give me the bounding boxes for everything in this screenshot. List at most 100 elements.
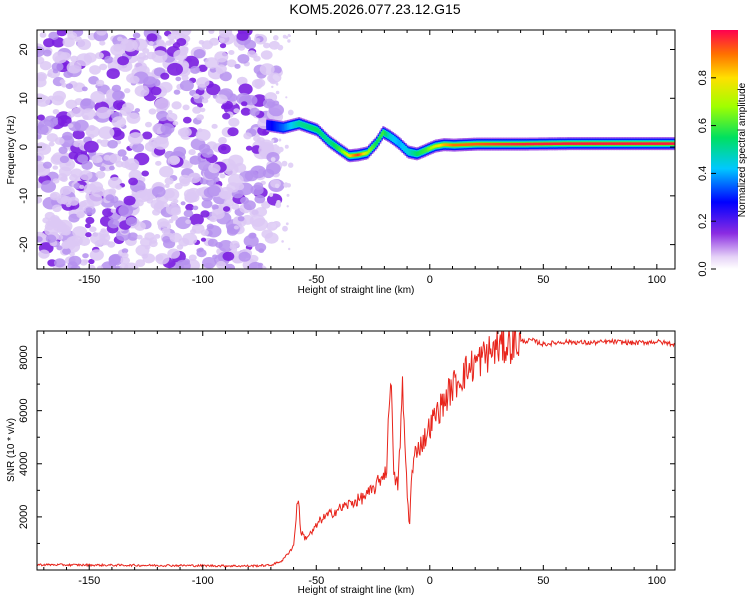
trace-segment: [337, 146, 340, 151]
noise-blob: [101, 261, 117, 269]
trace-segment: [460, 143, 463, 146]
trace-segment: [436, 144, 439, 147]
noise-blob: [285, 222, 289, 226]
trace-segment: [538, 142, 541, 146]
noise-blob: [45, 234, 57, 243]
noise-blob: [88, 258, 95, 265]
trace-segment: [620, 142, 623, 145]
trace-segment: [352, 154, 355, 157]
noise-blob: [37, 142, 47, 151]
colorbar-tick-label: 0.8: [697, 70, 709, 85]
noise-blob: [109, 153, 122, 164]
snr-line: [37, 331, 675, 568]
noise-blob: [167, 155, 180, 166]
noise-blob: [142, 131, 153, 140]
trace-segment: [267, 123, 271, 128]
noise-blob: [56, 30, 67, 37]
noise-blob: [95, 79, 105, 87]
noise-blob: [192, 106, 202, 114]
trace-segment: [585, 142, 588, 145]
trace-segment: [542, 142, 546, 146]
trace-segment: [549, 142, 552, 146]
noise-blob: [148, 108, 157, 115]
trace-segment: [417, 151, 420, 156]
noise-blob: [223, 198, 235, 207]
noise-blob: [218, 31, 235, 45]
noise-blob: [187, 172, 201, 184]
noise-blob: [247, 50, 256, 58]
trace-segment: [366, 151, 369, 154]
noise-blob: [77, 39, 92, 50]
noise-blob: [201, 148, 214, 158]
noise-blob: [243, 200, 256, 211]
trace-segment: [301, 122, 304, 127]
noise-blob: [269, 192, 274, 197]
noise-blob: [175, 76, 182, 82]
noise-blob: [43, 49, 52, 57]
trace-segment: [426, 148, 429, 151]
noise-blob: [168, 219, 174, 224]
trace-segment: [625, 142, 628, 145]
noise-blob: [211, 208, 225, 220]
y-tick-label: 2000: [18, 505, 30, 529]
noise-blob: [285, 96, 288, 99]
trace-segment: [539, 142, 542, 146]
y-tick-label: 6000: [18, 398, 30, 422]
noise-blob: [126, 112, 141, 124]
noise-blob: [159, 81, 173, 93]
noise-blob: [132, 38, 148, 51]
trace-segment: [302, 123, 306, 128]
trace-segment: [325, 136, 328, 141]
noise-blob: [95, 52, 104, 60]
noise-blob: [110, 208, 116, 213]
trace-segment: [395, 138, 398, 144]
noise-blob: [218, 190, 228, 199]
noise-blob: [179, 174, 191, 185]
trace-segment: [511, 142, 514, 146]
noise-blob: [46, 72, 53, 77]
trace-segment: [353, 154, 356, 157]
noise-blob: [73, 140, 82, 148]
noise-blob: [52, 109, 60, 115]
trace-segment: [344, 151, 347, 155]
noise-blob: [77, 154, 89, 164]
noise-blob: [282, 34, 287, 39]
noise-blob: [287, 109, 294, 116]
noise-blob: [236, 76, 248, 86]
noise-blob: [226, 59, 237, 68]
trace-segment: [350, 154, 353, 157]
trace-segment: [291, 123, 294, 128]
trace-segment: [418, 150, 422, 155]
trace-segment: [449, 143, 452, 147]
noise-blob: [148, 41, 154, 46]
trace-segment: [368, 149, 371, 153]
trace-segment: [560, 142, 563, 145]
trace-segment: [406, 148, 409, 154]
trace-segment: [485, 142, 488, 146]
noise-blob: [275, 90, 280, 95]
noise-blob: [109, 165, 115, 171]
noise-blob: [68, 255, 82, 266]
y-tick-label: 10: [18, 92, 30, 104]
noise-blob: [281, 240, 284, 243]
trace-segment: [660, 142, 663, 145]
noise-blob: [59, 79, 66, 84]
trace-segment: [504, 142, 507, 146]
trace-segment: [387, 133, 390, 138]
noise-blob: [259, 63, 275, 76]
trace-segment: [643, 142, 646, 145]
trace-segment: [593, 142, 596, 145]
noise-blob: [192, 205, 199, 211]
trace-segment: [396, 139, 399, 145]
noise-blob: [134, 108, 141, 113]
trace-segment: [541, 142, 544, 146]
trace-segment: [573, 142, 576, 145]
trace-segment: [414, 151, 417, 156]
trace-segment: [382, 130, 385, 135]
noise-blob: [200, 229, 209, 236]
trace-segment: [496, 142, 499, 146]
noise-blob: [271, 139, 275, 143]
noise-blob: [95, 170, 106, 179]
noise-blob: [117, 149, 127, 157]
colorbar-ticks: 0.0 0.2 0.4 0.6 0.8: [697, 70, 716, 277]
